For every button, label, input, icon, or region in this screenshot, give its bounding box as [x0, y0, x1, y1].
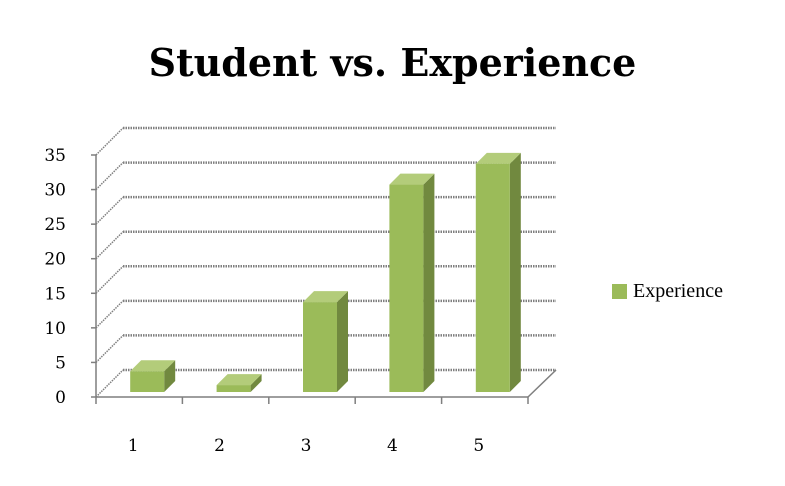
bar-side [164, 360, 176, 392]
floor-right-edge [527, 369, 557, 398]
legend-label: Experience [633, 280, 723, 302]
y-tick-label: 15 [44, 284, 66, 304]
y-tick-label: 10 [44, 319, 66, 339]
bar-top [130, 360, 176, 372]
x-tick-label: 1 [128, 436, 139, 456]
bar-top [216, 374, 262, 386]
bar-side [250, 374, 262, 392]
bar [389, 184, 424, 392]
y-tick-label: 35 [44, 146, 66, 166]
gridline-diagonal [95, 231, 124, 260]
legend-swatch [612, 284, 627, 299]
bar-side [337, 291, 348, 392]
chart-title: Student vs. Experience [148, 40, 637, 85]
bar [303, 302, 337, 392]
bar-top [389, 173, 435, 185]
y-tick-label: 20 [44, 250, 66, 270]
bar-top [475, 152, 521, 164]
gridline-diagonal [95, 265, 124, 294]
x-tick-label: 3 [301, 436, 312, 456]
bar [130, 371, 165, 392]
x-tick-label: 5 [473, 436, 484, 456]
gridline-diagonal [95, 334, 124, 363]
y-tick-label: 5 [55, 353, 66, 373]
legend: Experience [612, 280, 723, 303]
y-tick-label: 30 [44, 181, 66, 201]
x-tick-label: 2 [214, 436, 225, 456]
gridline-diagonal [95, 300, 124, 329]
gridline-diagonal [95, 196, 124, 225]
y-tick-label: 25 [44, 215, 66, 235]
gridline-diagonal [95, 127, 124, 156]
gridline-diagonal [95, 369, 124, 398]
bar-side [423, 173, 435, 392]
y-tick-label: 0 [55, 388, 66, 408]
bar [216, 385, 251, 392]
gridline-diagonal [95, 162, 124, 191]
bar-top [303, 291, 348, 303]
bar-side [509, 152, 521, 392]
x-tick-label: 4 [387, 436, 398, 456]
bar [475, 163, 510, 392]
